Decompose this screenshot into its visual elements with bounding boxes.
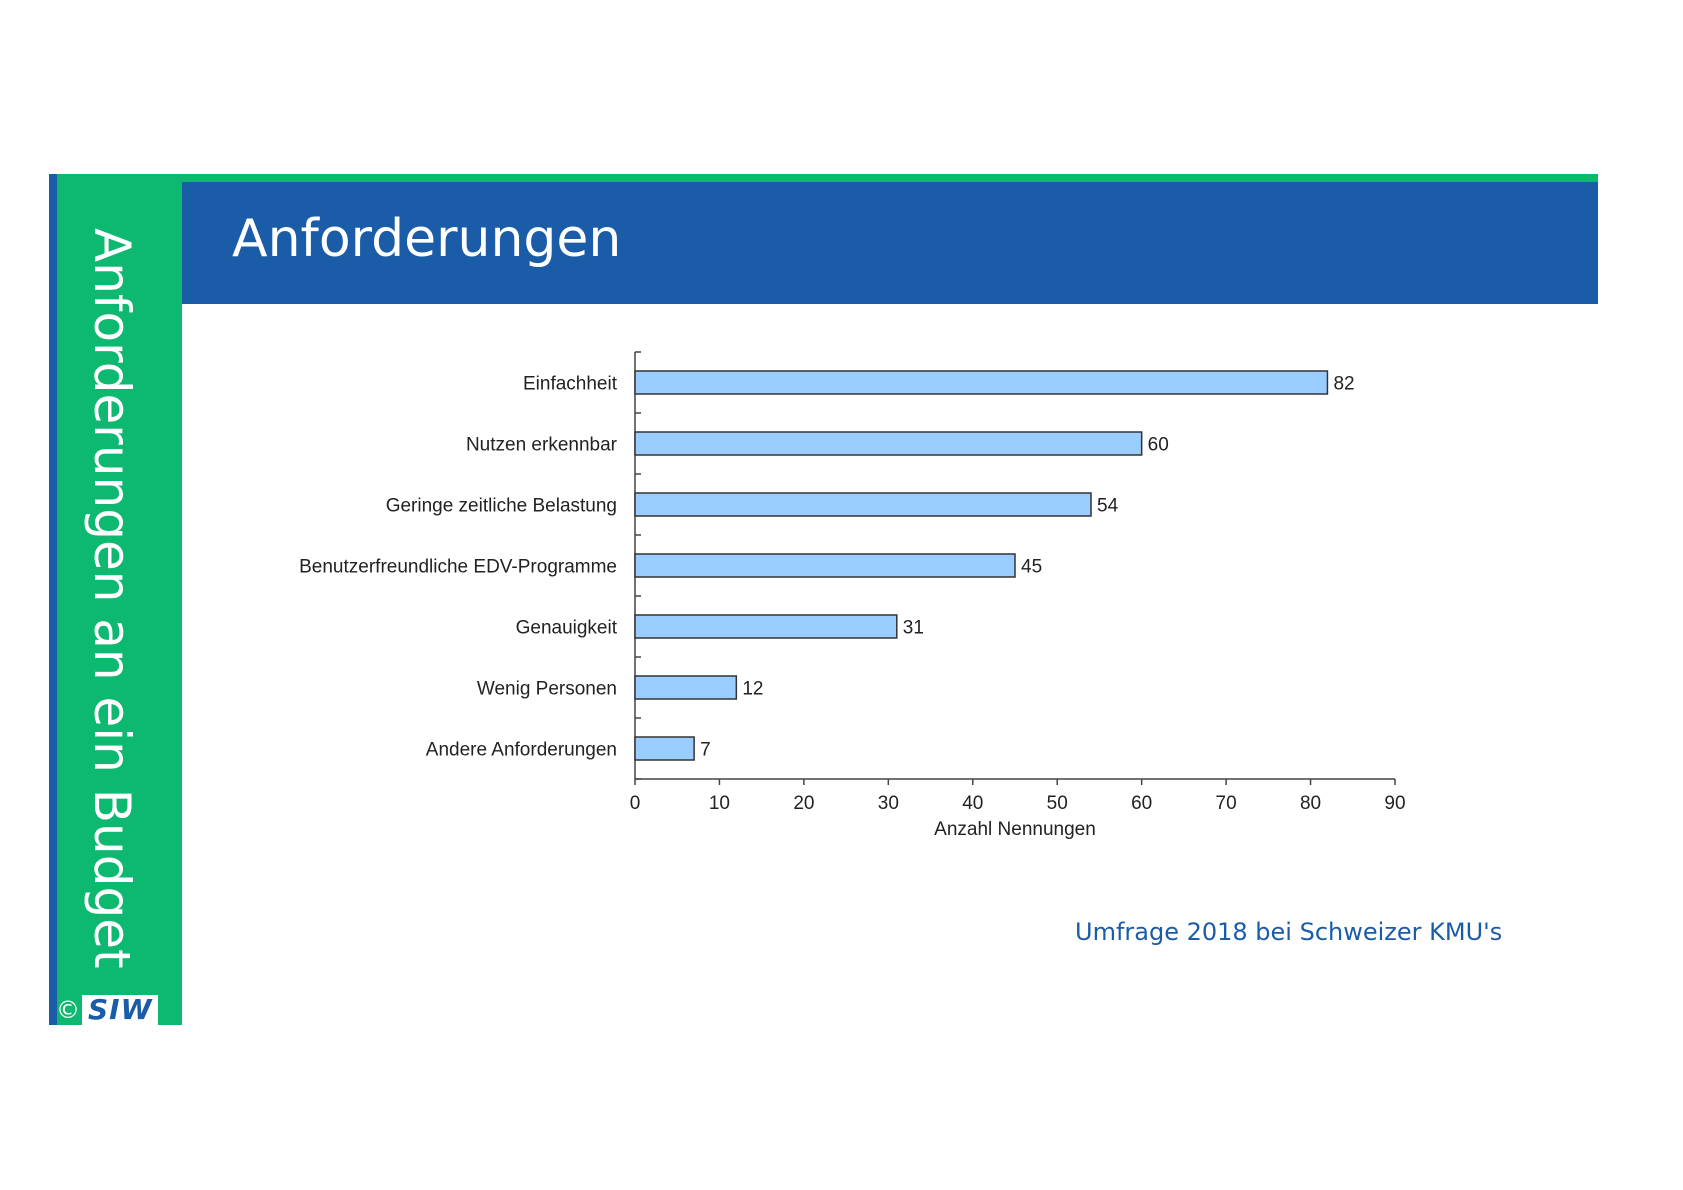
data-label: 12 bbox=[742, 679, 763, 700]
x-tick-label: 60 bbox=[1131, 793, 1152, 814]
category-label: Genauigkeit bbox=[516, 618, 618, 639]
x-tick-label: 0 bbox=[630, 793, 641, 814]
side-strip bbox=[49, 174, 182, 1025]
bar bbox=[634, 431, 1143, 456]
logo-text: SIW bbox=[82, 995, 159, 1025]
category-label: Nutzen erkennbar bbox=[466, 435, 618, 456]
data-label: 45 bbox=[1021, 557, 1042, 578]
x-tick-label: 80 bbox=[1300, 793, 1321, 814]
x-tick-label: 30 bbox=[878, 793, 899, 814]
header-bar: Anforderungen bbox=[182, 182, 1598, 304]
category-label: Einfachheit bbox=[523, 374, 618, 395]
bar bbox=[634, 492, 1092, 517]
x-tick-label: 90 bbox=[1384, 793, 1405, 814]
data-label: 31 bbox=[903, 618, 924, 639]
source-note: Umfrage 2018 bei Schweizer KMU's bbox=[1075, 918, 1503, 946]
data-label: 82 bbox=[1333, 374, 1354, 395]
bar bbox=[634, 736, 695, 761]
bar bbox=[634, 675, 738, 700]
x-tick-label: 40 bbox=[962, 793, 983, 814]
x-axis-title: Anzahl Nennungen bbox=[934, 819, 1096, 840]
bar bbox=[634, 370, 1329, 395]
category-label: Wenig Personen bbox=[477, 679, 617, 700]
x-tick-label: 10 bbox=[709, 793, 730, 814]
bar bbox=[634, 614, 898, 639]
siw-logo: © SIW bbox=[56, 993, 159, 1025]
x-tick-label: 70 bbox=[1216, 793, 1237, 814]
data-label: 7 bbox=[700, 740, 711, 761]
category-label: Benutzerfreundliche EDV-Programme bbox=[299, 557, 617, 578]
copyright-symbol: © bbox=[56, 996, 80, 1024]
x-tick-label: 50 bbox=[1047, 793, 1068, 814]
category-label: Geringe zeitliche Belastung bbox=[386, 496, 617, 517]
x-tick-label: 20 bbox=[793, 793, 814, 814]
header-accent-line bbox=[182, 174, 1598, 182]
data-label: 54 bbox=[1097, 496, 1119, 517]
bar bbox=[634, 553, 1016, 578]
page-title: Anforderungen bbox=[232, 209, 622, 269]
category-label: Andere Anforderungen bbox=[426, 740, 617, 761]
data-label: 60 bbox=[1148, 435, 1169, 456]
